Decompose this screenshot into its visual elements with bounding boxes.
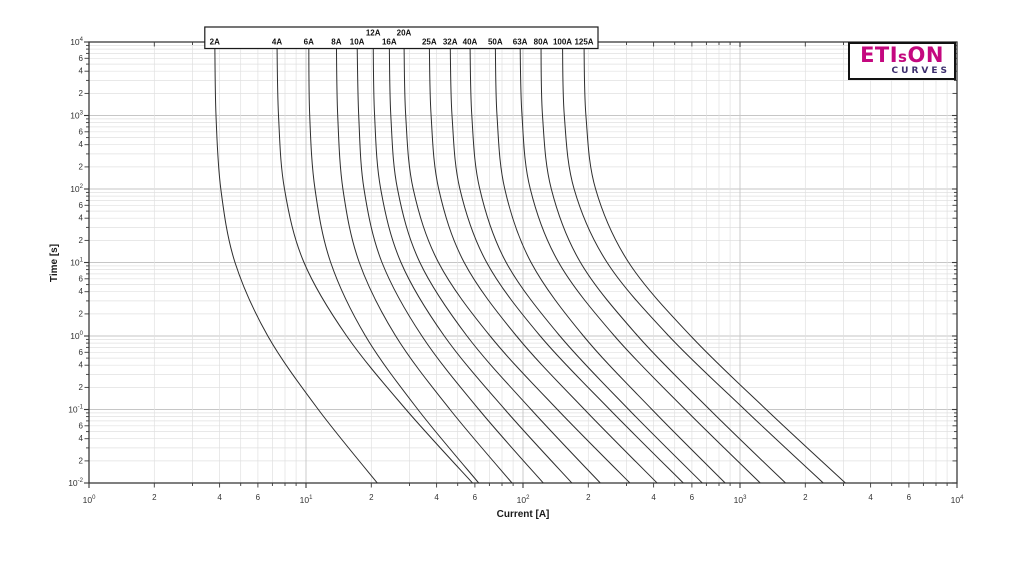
svg-text:103: 103 bbox=[734, 495, 747, 505]
legend-label-25A: 25A bbox=[422, 38, 437, 47]
legend-label-12A: 12A bbox=[366, 29, 381, 38]
curve-4A bbox=[276, 42, 473, 483]
curve-100A bbox=[562, 42, 824, 483]
svg-text:2: 2 bbox=[369, 493, 374, 502]
svg-text:2: 2 bbox=[79, 236, 84, 245]
svg-text:4: 4 bbox=[79, 214, 84, 223]
svg-text:104: 104 bbox=[951, 495, 964, 505]
legend-label-8A: 8A bbox=[331, 38, 341, 47]
curve-8A bbox=[335, 42, 513, 483]
svg-text:10-2: 10-2 bbox=[68, 478, 83, 488]
svg-text:4: 4 bbox=[434, 493, 439, 502]
svg-text:6: 6 bbox=[473, 493, 478, 502]
svg-text:100: 100 bbox=[70, 331, 83, 341]
svg-text:4: 4 bbox=[868, 493, 873, 502]
svg-text:6: 6 bbox=[256, 493, 261, 502]
legend-label-63A: 63A bbox=[513, 38, 528, 47]
svg-text:6: 6 bbox=[79, 54, 84, 63]
legend-label-4A: 4A bbox=[272, 38, 282, 47]
legend-label-40A: 40A bbox=[463, 38, 478, 47]
curve-25A bbox=[428, 42, 658, 483]
axis-tick-labels: 100 101 102 103 104 2 4 6 2 4 6 2 4 6 2 4 6 104 103 102 101 1… bbox=[68, 37, 964, 505]
curve-40A bbox=[469, 42, 703, 483]
y-axis-title: Time [s] bbox=[49, 244, 60, 282]
svg-text:2: 2 bbox=[79, 89, 84, 98]
legend-label-80A: 80A bbox=[534, 38, 549, 47]
legend-label-50A: 50A bbox=[488, 38, 503, 47]
curve-6A bbox=[308, 42, 480, 483]
curve-20A bbox=[403, 42, 631, 483]
curve-2A bbox=[214, 42, 378, 483]
svg-text:4: 4 bbox=[651, 493, 656, 502]
svg-text:2: 2 bbox=[803, 493, 808, 502]
etison-curves-text: CURVES bbox=[891, 66, 950, 76]
curve-125A bbox=[583, 42, 846, 483]
svg-text:2: 2 bbox=[79, 456, 84, 465]
svg-text:6: 6 bbox=[79, 127, 84, 136]
svg-text:6: 6 bbox=[907, 493, 912, 502]
curve-80A bbox=[540, 42, 786, 483]
brand-eti: ETI bbox=[860, 43, 899, 67]
legend-label-20A: 20A bbox=[397, 29, 412, 38]
curve-12A bbox=[372, 42, 573, 483]
svg-text:6: 6 bbox=[79, 274, 84, 283]
grid-lines bbox=[89, 42, 957, 483]
svg-text:103: 103 bbox=[70, 111, 83, 121]
svg-text:6: 6 bbox=[79, 421, 84, 430]
curve-32A bbox=[449, 42, 684, 483]
svg-text:104: 104 bbox=[70, 37, 83, 47]
legend-label-125A: 125A bbox=[574, 38, 593, 47]
svg-text:2: 2 bbox=[586, 493, 591, 502]
svg-text:2: 2 bbox=[79, 383, 84, 392]
legend-label-10A: 10A bbox=[350, 38, 365, 47]
brand-s: s bbox=[898, 48, 908, 66]
svg-text:6: 6 bbox=[79, 201, 84, 210]
curve-63A bbox=[519, 42, 761, 483]
curve-50A bbox=[494, 42, 726, 483]
etison-logo: ETIsON CURVES bbox=[848, 42, 956, 80]
svg-text:101: 101 bbox=[70, 258, 83, 268]
svg-text:4: 4 bbox=[79, 434, 84, 443]
svg-text:6: 6 bbox=[690, 493, 695, 502]
svg-text:4: 4 bbox=[79, 287, 84, 296]
svg-text:4: 4 bbox=[217, 493, 222, 502]
svg-text:2: 2 bbox=[79, 162, 84, 171]
legend-label-100A: 100A bbox=[553, 38, 572, 47]
legend-label-32A: 32A bbox=[443, 38, 458, 47]
svg-text:101: 101 bbox=[300, 495, 313, 505]
legend-label-2A: 2A bbox=[210, 38, 220, 47]
curve-16A bbox=[388, 42, 601, 483]
fuse-curves bbox=[214, 42, 846, 483]
svg-text:4: 4 bbox=[79, 67, 84, 76]
svg-text:4: 4 bbox=[79, 140, 84, 149]
svg-text:10-1: 10-1 bbox=[68, 405, 83, 415]
svg-text:6: 6 bbox=[79, 348, 84, 357]
svg-text:102: 102 bbox=[70, 184, 83, 194]
svg-text:100: 100 bbox=[83, 495, 96, 505]
curve-10A bbox=[356, 42, 544, 483]
legend-label-16A: 16A bbox=[382, 38, 397, 47]
svg-text:2: 2 bbox=[152, 493, 157, 502]
x-axis-title: Current [A] bbox=[497, 509, 550, 520]
svg-text:102: 102 bbox=[517, 495, 530, 505]
svg-text:2: 2 bbox=[79, 309, 84, 318]
svg-text:4: 4 bbox=[79, 361, 84, 370]
legend-label-6A: 6A bbox=[304, 38, 314, 47]
brand-on: ON bbox=[907, 43, 944, 67]
etison-brand-text: ETIsON bbox=[860, 45, 944, 67]
